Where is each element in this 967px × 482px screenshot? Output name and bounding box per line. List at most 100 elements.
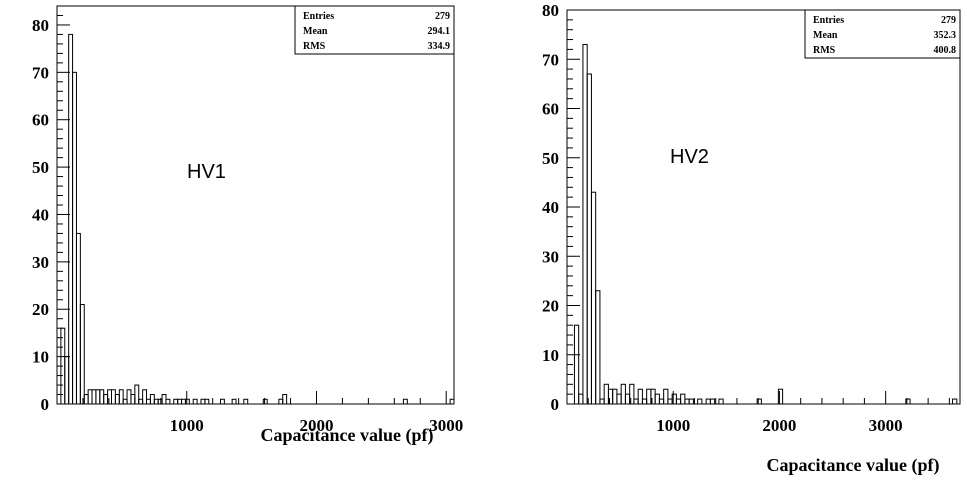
y-tick-label: 70 — [32, 63, 49, 82]
y-tick-label: 20 — [542, 297, 559, 316]
x-tick-label: 1000 — [656, 416, 690, 435]
histogram-bin — [684, 398, 690, 405]
stats-label: Entries — [813, 15, 844, 26]
histogram-bin — [777, 388, 784, 405]
histogram-bin — [79, 304, 85, 405]
histogram-bin — [231, 398, 237, 405]
histogram-bin — [573, 324, 580, 405]
histogram-bin — [620, 383, 626, 405]
histogram-bin — [95, 389, 101, 405]
histogram-bin — [646, 388, 652, 405]
histogram-bin — [582, 43, 588, 405]
histogram-bin — [675, 398, 682, 405]
histogram-bin — [192, 398, 198, 405]
histogram-bin — [624, 393, 631, 405]
x-tick-label: 1000 — [170, 416, 204, 435]
histogram-bin — [658, 398, 665, 405]
stats-box: Entries 279 Mean 352.3 RMS 400.8 — [804, 9, 961, 59]
histogram-bin — [952, 398, 958, 405]
histogram-bin — [633, 398, 639, 405]
histogram-bin — [68, 33, 74, 405]
histogram-bin — [603, 383, 609, 405]
plot-frame — [566, 9, 961, 405]
histogram-bin — [173, 398, 179, 405]
histogram-bin — [204, 398, 210, 405]
histogram-bin — [91, 389, 97, 405]
plot-frame — [56, 5, 455, 405]
histogram-bars — [573, 43, 958, 405]
stats-label: RMS — [303, 41, 326, 52]
histogram-bin — [126, 389, 132, 405]
histogram-bin — [130, 394, 136, 405]
histogram-bars — [60, 33, 455, 405]
stats-label: Entries — [303, 11, 334, 22]
histogram-bin — [149, 394, 155, 405]
histogram-panel-hv1: 0 10 20 30 40 50 60 70 80 1000 2000 3000Capacitance… — [32, 5, 463, 446]
histogram-bin — [138, 398, 144, 405]
y-tick-label: 30 — [542, 247, 559, 266]
y-tick-label: 80 — [32, 16, 49, 35]
stats-value: 294.1 — [428, 26, 451, 37]
x-axis-label: Capacitance value (pf) — [767, 455, 940, 476]
histogram-bin — [219, 398, 225, 405]
stats-label: RMS — [813, 45, 836, 56]
histogram-bin — [114, 394, 120, 405]
stats-value: 352.3 — [934, 30, 957, 41]
histogram-bin — [629, 383, 635, 405]
y-tick-label: 10 — [32, 348, 49, 367]
x-tick-label: 3000 — [869, 416, 903, 435]
histogram-bin — [87, 389, 93, 405]
annotation-label: HV2 — [670, 146, 709, 168]
histogram-bin — [243, 398, 249, 405]
histogram-bin — [756, 398, 762, 405]
stats-box: Entries 279 Mean 294.1 RMS 334.9 — [294, 5, 455, 55]
stats-value: 279 — [435, 11, 450, 22]
y-tick-label: 60 — [542, 100, 559, 119]
histogram-bin — [586, 73, 592, 405]
histogram-bin — [64, 356, 70, 405]
y-tick-label: 30 — [32, 253, 49, 272]
histogram-bin — [142, 389, 148, 405]
x-tick-label: 2000 — [762, 416, 796, 435]
histogram-bin — [107, 389, 112, 405]
x-tick-label: 2000 — [299, 416, 333, 435]
histogram-bin — [654, 393, 660, 405]
histogram-bin — [165, 398, 171, 405]
stats-value: 334.9 — [428, 41, 451, 52]
histogram-bin — [718, 398, 724, 405]
histogram-bin — [282, 394, 288, 405]
histogram-bin — [595, 290, 601, 405]
histogram-bin — [616, 393, 622, 405]
histogram-bin — [637, 388, 643, 405]
y-tick-label: 0 — [41, 395, 50, 414]
histogram-bin — [122, 398, 128, 405]
stats-box-border — [804, 9, 961, 59]
stats-value: 400.8 — [934, 45, 957, 56]
histogram-bin — [184, 398, 190, 405]
stats-label: Mean — [303, 26, 328, 37]
y-tick-label: 50 — [542, 149, 559, 168]
histogram-bin — [599, 398, 605, 405]
y-tick-label: 10 — [542, 346, 559, 365]
histogram-bin — [157, 398, 163, 405]
histogram-bin — [118, 389, 124, 405]
histogram-bin — [402, 398, 408, 405]
histogram-bin — [278, 398, 284, 405]
histogram-bin — [578, 393, 584, 405]
histogram-bin — [103, 394, 109, 405]
histogram-bin — [200, 398, 206, 405]
histogram-bin — [99, 389, 105, 405]
x-axis-label: Capacitance value (pf) — [261, 425, 434, 446]
histogram-bin — [667, 398, 673, 405]
histogram-bin — [688, 398, 694, 405]
stats-value: 279 — [941, 15, 956, 26]
histogram-bin — [680, 393, 686, 405]
histogram-bin — [153, 398, 159, 405]
x-tick-label: 3000 — [429, 416, 463, 435]
y-tick-label: 50 — [32, 158, 49, 177]
histogram-bin — [146, 398, 151, 405]
y-tick-label: 20 — [32, 300, 49, 319]
histogram-bin — [161, 394, 167, 405]
y-tick-label: 70 — [542, 50, 559, 69]
